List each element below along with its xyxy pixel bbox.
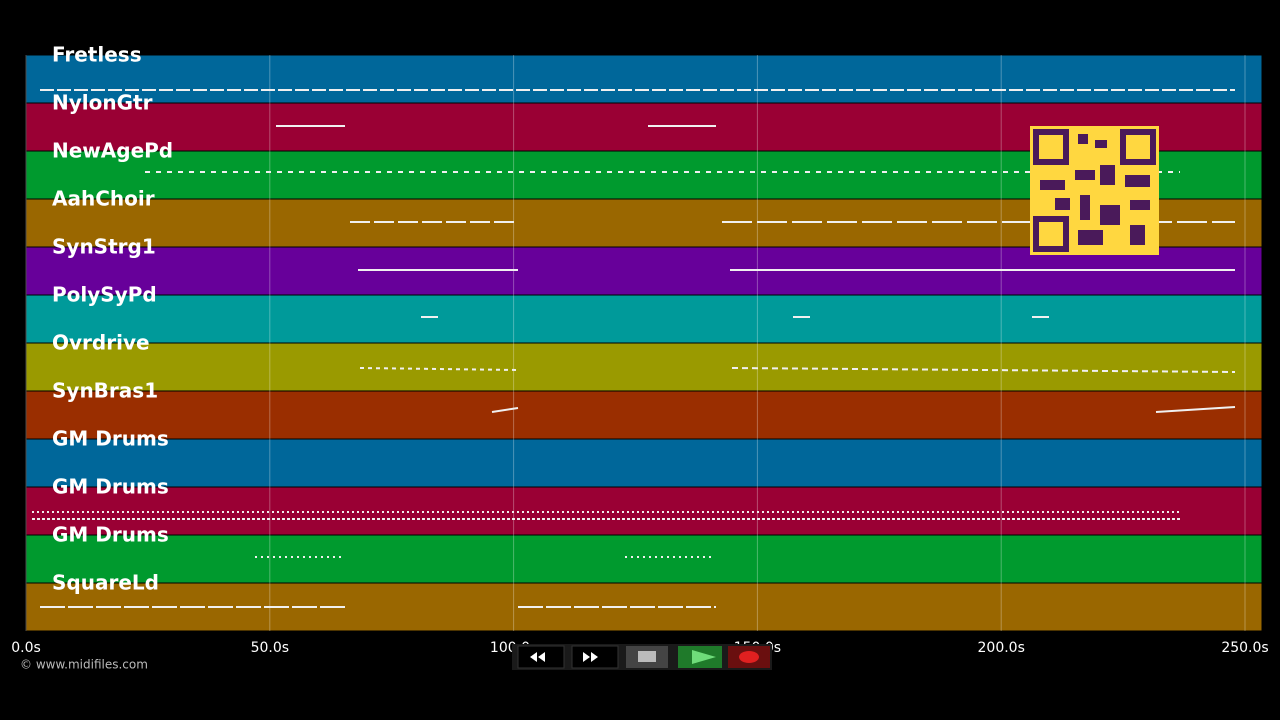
time-tick-label: 250.0s bbox=[1221, 640, 1268, 656]
grid bbox=[25, 55, 1246, 631]
notes bbox=[32, 89, 1236, 608]
qr-finder bbox=[1120, 129, 1156, 165]
qr-finder bbox=[1033, 129, 1069, 165]
track-band bbox=[25, 54, 1263, 104]
copyright: © www.midifiles.com bbox=[20, 658, 148, 672]
note-run bbox=[491, 407, 519, 413]
track-band bbox=[25, 342, 1263, 392]
note-run bbox=[1155, 406, 1236, 413]
track-name: AahChoir bbox=[52, 187, 155, 211]
track-name: SynBras1 bbox=[52, 379, 158, 403]
time-tick-label: 200.0s bbox=[978, 640, 1025, 656]
transport bbox=[512, 644, 772, 670]
track-name: NewAgePd bbox=[52, 139, 173, 163]
track-name: GM Drums bbox=[52, 523, 169, 547]
rewind-button[interactable] bbox=[517, 645, 565, 669]
record-button[interactable] bbox=[728, 646, 770, 668]
track-band bbox=[25, 390, 1263, 440]
note-run bbox=[731, 367, 1236, 373]
forward-button[interactable] bbox=[571, 645, 619, 669]
track-band bbox=[25, 534, 1263, 584]
time-tick-label: 0.0s bbox=[11, 640, 41, 656]
note-run bbox=[359, 367, 519, 371]
track-band bbox=[25, 438, 1263, 488]
qr-finder bbox=[1033, 216, 1069, 252]
track-name: Fretless bbox=[52, 43, 142, 67]
stop-button[interactable] bbox=[626, 646, 668, 668]
time-tick-label: 50.0s bbox=[251, 640, 289, 656]
track-name: Ovrdrive bbox=[52, 331, 150, 355]
track-band bbox=[25, 294, 1263, 344]
track-name: GM Drums bbox=[52, 475, 169, 499]
track-name: PolySyPd bbox=[52, 283, 157, 307]
track-name: NylonGtr bbox=[52, 91, 153, 115]
qr-modules bbox=[1040, 134, 1150, 245]
play-button[interactable] bbox=[678, 646, 722, 668]
track-name: GM Drums bbox=[52, 427, 169, 451]
track-name: SynStrg1 bbox=[52, 235, 156, 259]
qr-code bbox=[1030, 126, 1159, 255]
track-name: SquareLd bbox=[52, 571, 159, 595]
